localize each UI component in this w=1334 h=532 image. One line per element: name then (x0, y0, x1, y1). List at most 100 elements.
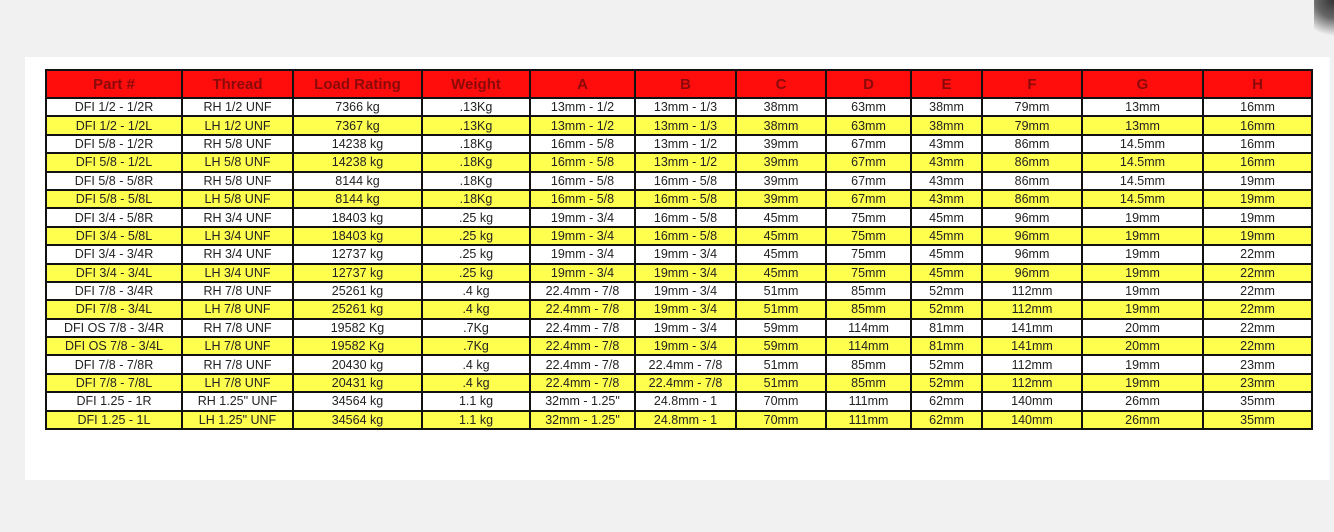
table-cell: 18403 kg (292, 207, 423, 228)
table-cell: 13mm - 1/2 (529, 96, 636, 118)
table-cell: .7Kg (421, 317, 531, 339)
table-cell: DFI 7/8 - 3/4R (45, 280, 183, 302)
table-cell: 35mm (1202, 391, 1313, 412)
table-cell: DFI 1.25 - 1L (45, 409, 183, 431)
table-cell: 43mm (910, 152, 983, 173)
table-cell: .4 kg (421, 354, 531, 375)
table-cell: 75mm (825, 244, 912, 265)
table-cell: LH 7/8 UNF (181, 336, 294, 357)
table-cell: 13mm - 1/3 (634, 96, 737, 118)
table-cell: 70mm (735, 409, 827, 431)
table-cell: 43mm (910, 133, 983, 155)
table-cell: 22mm (1202, 280, 1313, 302)
table-row: DFI 7/8 - 3/4R RH 7/8 UNF 25261 kg .4 kg 22.… (45, 280, 1313, 302)
table-cell: LH 1/2 UNF (181, 115, 294, 136)
table-cell: 14.5mm (1081, 170, 1204, 191)
table-cell: 19mm (1081, 225, 1204, 247)
table-cell: RH 7/8 UNF (181, 354, 294, 375)
table-cell: LH 5/8 UNF (181, 152, 294, 173)
table-row: DFI 7/8 - 7/8R RH 7/8 UNF 20430 kg .4 kg 22.… (45, 354, 1313, 375)
table-cell: 85mm (825, 299, 912, 320)
table-cell: 38mm (910, 115, 983, 136)
table-cell: 22.4mm - 7/8 (529, 317, 636, 339)
table-cell: 22.4mm - 7/8 (529, 372, 636, 394)
table-cell: 16mm - 5/8 (529, 133, 636, 155)
table-cell: 112mm (981, 280, 1083, 302)
table-cell: 38mm (735, 115, 827, 136)
table-cell: 25261 kg (292, 299, 423, 320)
table-cell: DFI 7/8 - 3/4L (45, 299, 183, 320)
table-cell: 45mm (735, 207, 827, 228)
table-cell: 19mm (1081, 280, 1204, 302)
table-cell: DFI 3/4 - 3/4L (45, 262, 183, 283)
table-cell: 45mm (910, 262, 983, 283)
table-cell: 23mm (1202, 372, 1313, 394)
table-cell: DFI 1.25 - 1R (45, 391, 183, 412)
table-cell: 16mm (1202, 152, 1313, 173)
table-cell: 16mm (1202, 96, 1313, 118)
table-row: DFI 1.25 - 1L LH 1.25" UNF 34564 kg 1.1 kg 3… (45, 409, 1313, 431)
table-cell: 22mm (1202, 336, 1313, 357)
table-cell: RH 3/4 UNF (181, 207, 294, 228)
table-cell: 12737 kg (292, 262, 423, 283)
table-row: DFI 3/4 - 5/8R RH 3/4 UNF 18403 kg .25 kg 19… (45, 207, 1313, 228)
table-cell: 22.4mm - 7/8 (634, 354, 737, 375)
table-cell: RH 5/8 UNF (181, 133, 294, 155)
table-cell: 52mm (910, 280, 983, 302)
table-cell: 45mm (910, 244, 983, 265)
table-cell: .18Kg (421, 170, 531, 191)
table-cell: 67mm (825, 133, 912, 155)
table-cell: .25 kg (421, 244, 531, 265)
table-cell: DFI 5/8 - 5/8L (45, 188, 183, 210)
table-cell: 96mm (981, 262, 1083, 283)
table-cell: 20430 kg (292, 354, 423, 375)
table-cell: 43mm (910, 170, 983, 191)
table-cell: 19mm - 3/4 (529, 244, 636, 265)
table-cell: 8144 kg (292, 188, 423, 210)
column-header: B (634, 69, 737, 99)
table-cell: 75mm (825, 207, 912, 228)
table-cell: 22.4mm - 7/8 (529, 336, 636, 357)
column-header: Part # (45, 69, 183, 99)
table-cell: 13mm (1081, 96, 1204, 118)
table-cell: .13Kg (421, 115, 531, 136)
table-cell: 18403 kg (292, 225, 423, 247)
table-cell: 85mm (825, 280, 912, 302)
table-cell: 35mm (1202, 409, 1313, 431)
table-cell: 19mm (1081, 207, 1204, 228)
table-cell: 22mm (1202, 244, 1313, 265)
table-cell: 79mm (981, 115, 1083, 136)
table-cell: RH 3/4 UNF (181, 244, 294, 265)
table-cell: 51mm (735, 372, 827, 394)
table-cell: 19mm - 3/4 (529, 225, 636, 247)
table-cell: 22.4mm - 7/8 (634, 372, 737, 394)
table-cell: LH 7/8 UNF (181, 372, 294, 394)
table-cell: LH 5/8 UNF (181, 188, 294, 210)
table-row: DFI 1.25 - 1R RH 1.25" UNF 34564 kg 1.1 kg 3… (45, 391, 1313, 412)
table-cell: 38mm (910, 96, 983, 118)
table-cell: 19mm - 3/4 (634, 336, 737, 357)
table-row: DFI OS 7/8 - 3/4R RH 7/8 UNF 19582 Kg .7Kg 2… (45, 317, 1313, 339)
table-cell: LH 7/8 UNF (181, 299, 294, 320)
table-cell: 81mm (910, 317, 983, 339)
table-cell: 34564 kg (292, 409, 423, 431)
table-row: DFI 5/8 - 1/2L LH 5/8 UNF 14238 kg .18Kg 16m… (45, 152, 1313, 173)
table-cell: 59mm (735, 336, 827, 357)
table-row: DFI 3/4 - 5/8L LH 3/4 UNF 18403 kg .25 kg 19… (45, 225, 1313, 247)
table-row: DFI 5/8 - 5/8R RH 5/8 UNF 8144 kg .18Kg 16mm… (45, 170, 1313, 191)
table-cell: RH 1/2 UNF (181, 96, 294, 118)
table-row: DFI 5/8 - 5/8L LH 5/8 UNF 8144 kg .18Kg 16mm… (45, 188, 1313, 210)
table-cell: 140mm (981, 409, 1083, 431)
column-header: G (1081, 69, 1204, 99)
table-cell: 14.5mm (1081, 133, 1204, 155)
table-cell: 67mm (825, 152, 912, 173)
table-cell: DFI 1/2 - 1/2R (45, 96, 183, 118)
table-cell: 62mm (910, 409, 983, 431)
table-cell: 59mm (735, 317, 827, 339)
table-cell: 19mm (1081, 299, 1204, 320)
table-cell: 13mm - 1/2 (634, 152, 737, 173)
table-cell: DFI 7/8 - 7/8R (45, 354, 183, 375)
table-cell: 13mm - 1/2 (634, 133, 737, 155)
table-cell: 19mm (1202, 188, 1313, 210)
table-cell: .18Kg (421, 188, 531, 210)
